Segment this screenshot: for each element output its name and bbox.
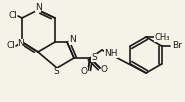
Text: S: S bbox=[53, 68, 59, 76]
Text: Cl: Cl bbox=[9, 12, 17, 21]
Text: CH₃: CH₃ bbox=[154, 33, 170, 42]
Text: O: O bbox=[80, 67, 88, 75]
Text: N: N bbox=[18, 38, 24, 48]
Text: N: N bbox=[35, 3, 41, 12]
Text: Cl: Cl bbox=[6, 42, 15, 50]
Text: S: S bbox=[91, 53, 97, 62]
Text: NH: NH bbox=[104, 48, 117, 58]
Text: Br: Br bbox=[172, 42, 181, 50]
Text: N: N bbox=[69, 35, 75, 44]
Text: O: O bbox=[100, 64, 107, 74]
